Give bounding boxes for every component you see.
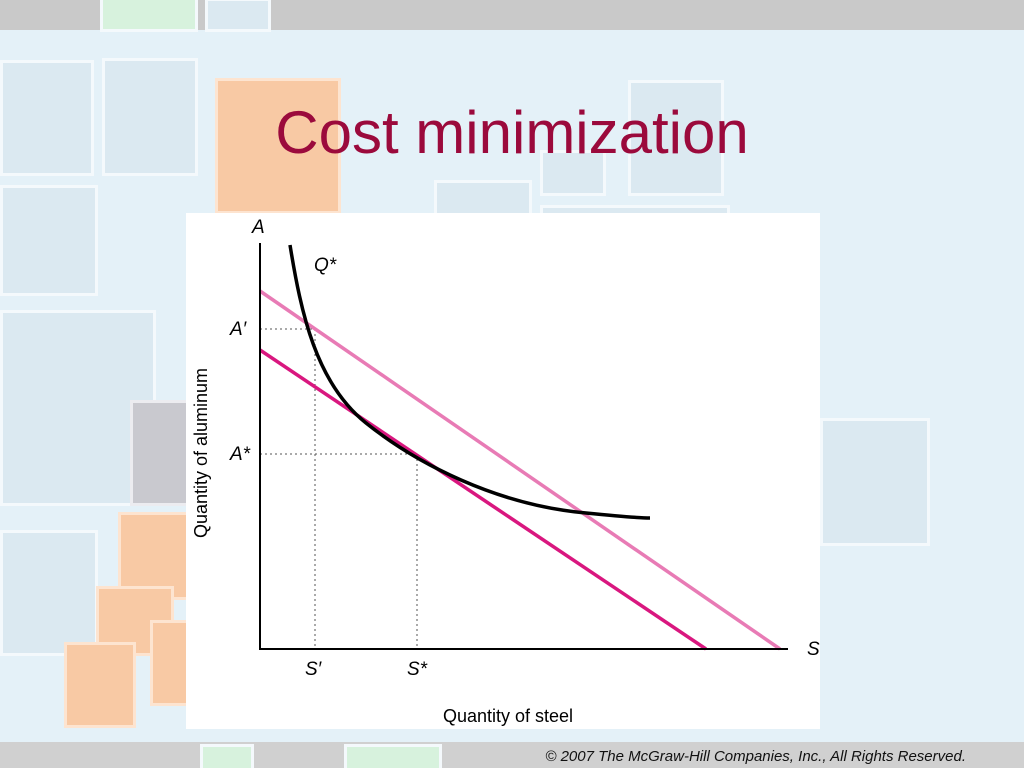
copyright-notice: © 2007 The McGraw-Hill Companies, Inc., … — [545, 748, 966, 765]
x-axis-letter: S — [807, 639, 820, 660]
cost-minimization-diagram: A S Q* A′ A* S′ S* Quantity of aluminum … — [191, 217, 820, 726]
background-tile — [344, 744, 442, 768]
y-tick-a-prime: A′ — [229, 319, 248, 340]
background-tile — [64, 642, 136, 728]
background-tile — [102, 58, 198, 176]
background-tile — [130, 400, 192, 506]
y-tick-a-star: A* — [229, 444, 251, 465]
y-axis-label: Quantity of aluminum — [191, 368, 211, 538]
x-tick-s-prime: S′ — [305, 659, 323, 680]
bottom-band — [0, 742, 1024, 768]
background-tile — [150, 620, 192, 706]
background-tile — [628, 80, 724, 196]
background-tile — [100, 0, 198, 32]
lower-isocost-line — [259, 348, 707, 651]
background-tile — [0, 185, 98, 296]
background-tile — [200, 744, 254, 768]
x-axis-label: Quantity of steel — [443, 706, 573, 726]
background-tile — [820, 418, 930, 546]
background-tile — [0, 530, 98, 656]
background-tile — [0, 60, 94, 176]
isoquant-curve — [288, 244, 651, 520]
background-tile — [215, 78, 341, 214]
higher-isocost-line — [259, 289, 781, 651]
isoquant-label: Q* — [314, 255, 337, 276]
background-tile — [540, 150, 606, 196]
diagram-panel: A S Q* A′ A* S′ S* Quantity of aluminum … — [186, 213, 820, 729]
x-tick-s-star: S* — [407, 659, 428, 680]
background-tile — [205, 0, 271, 32]
slide-title: Cost minimization — [275, 99, 749, 166]
y-axis-letter: A — [251, 217, 265, 238]
